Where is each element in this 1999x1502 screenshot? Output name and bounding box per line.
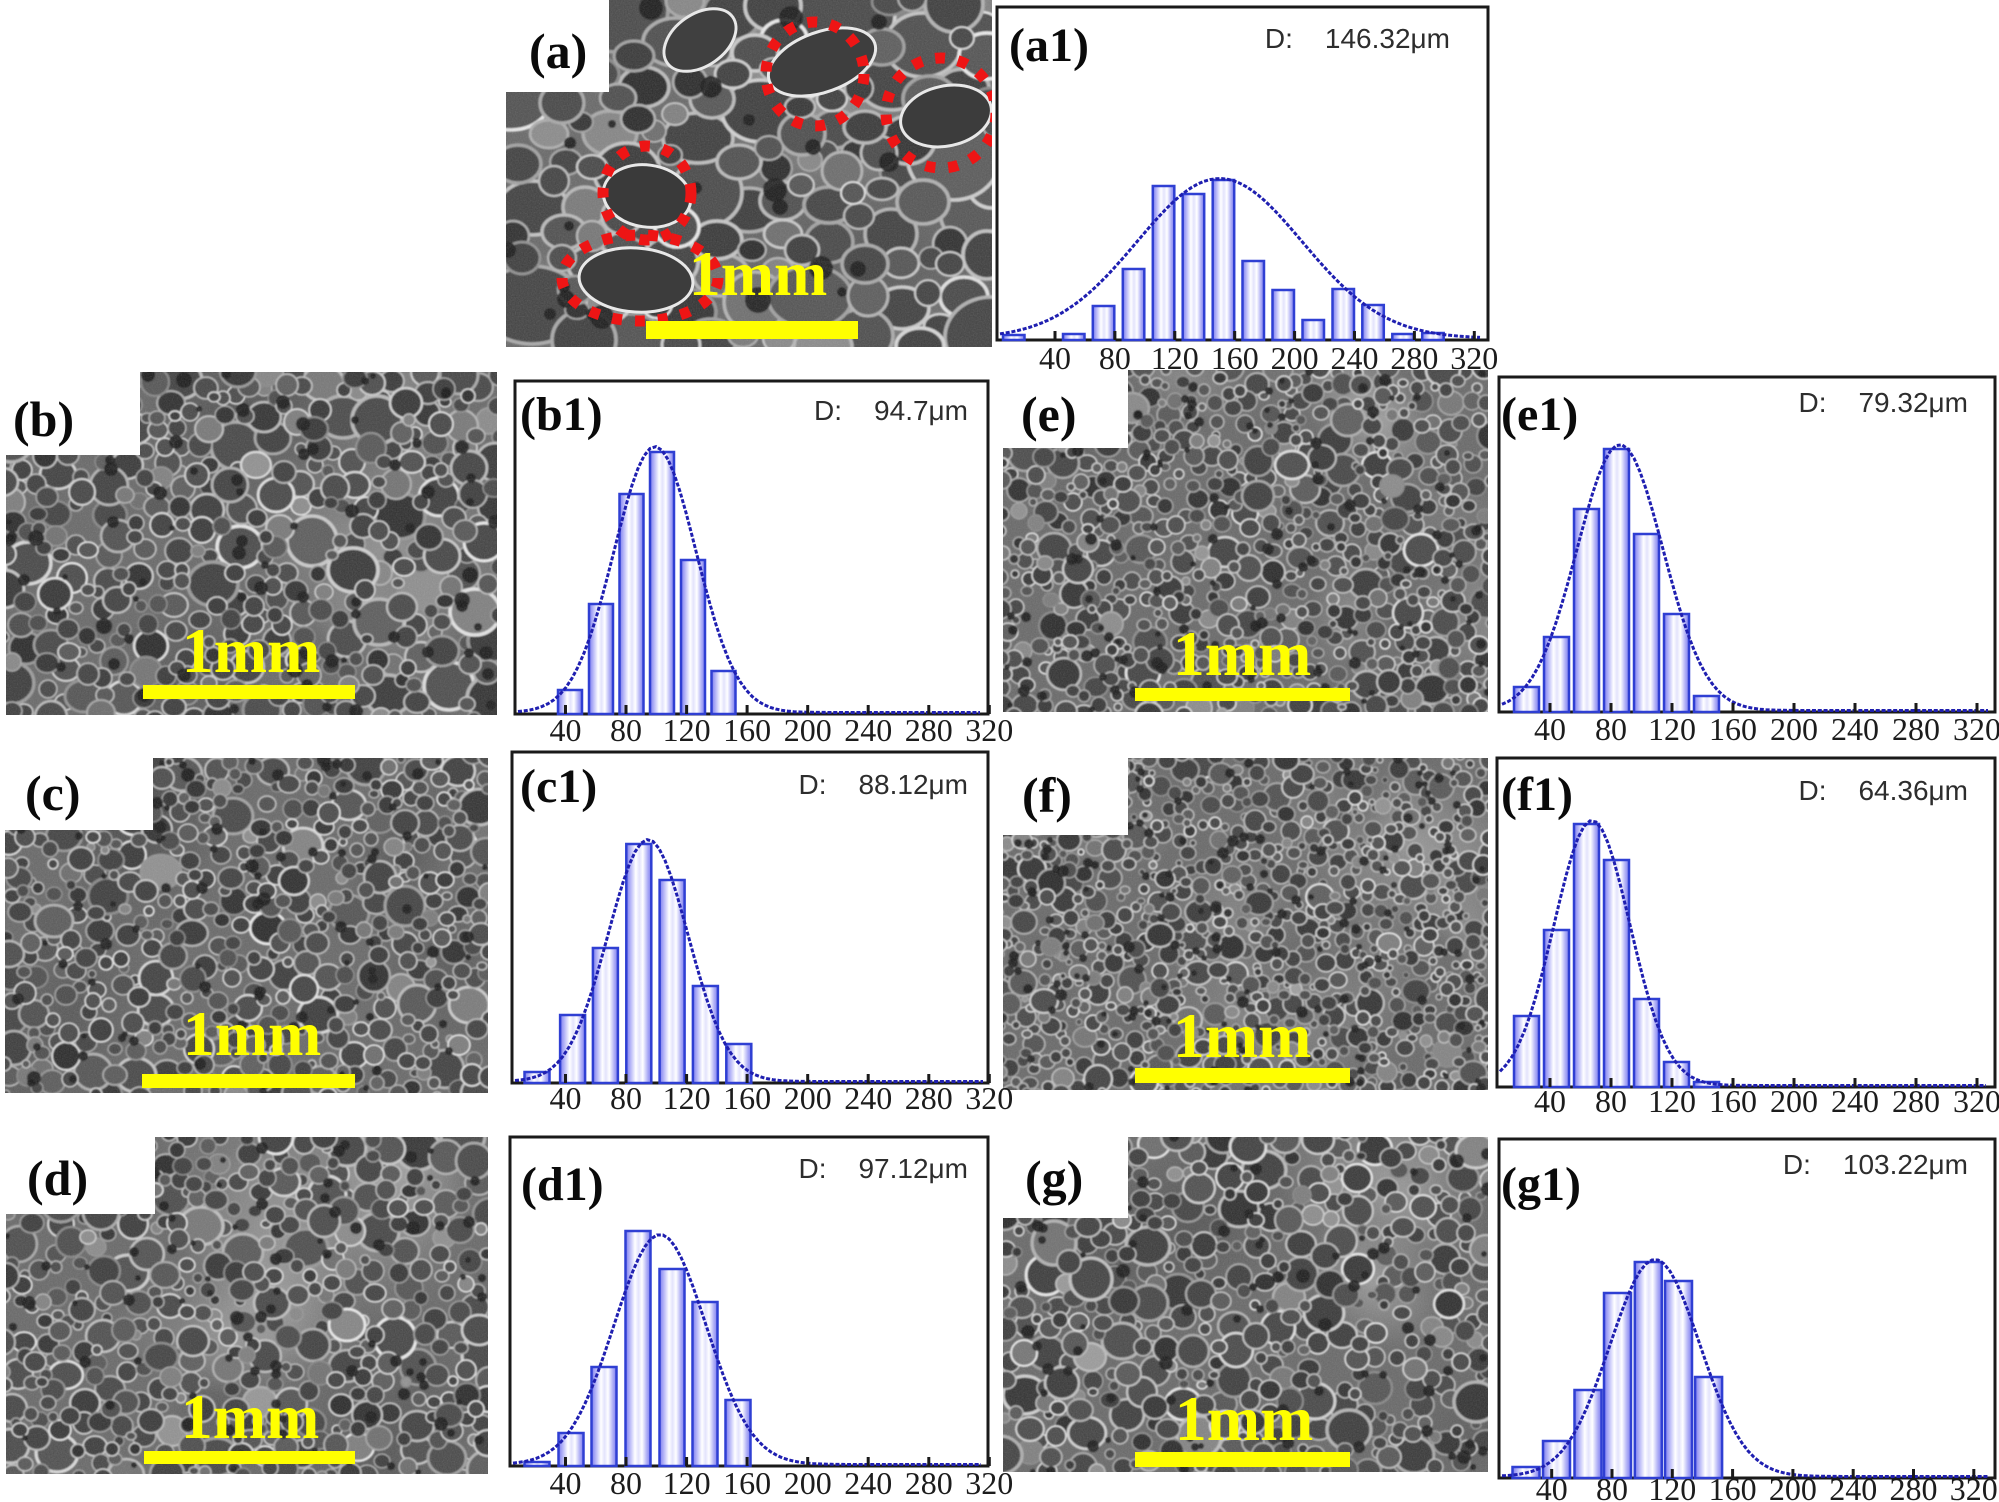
svg-text:80: 80 <box>1596 1471 1628 1502</box>
svg-text:(c): (c) <box>25 765 81 821</box>
svg-text:40: 40 <box>1534 711 1566 747</box>
svg-text:240: 240 <box>844 712 892 748</box>
svg-text:D:64.36μm: D: 64.36μm <box>1798 775 1968 806</box>
svg-text:1mm: 1mm <box>181 1381 320 1452</box>
svg-text:1mm: 1mm <box>1175 1383 1314 1454</box>
svg-text:40: 40 <box>1039 340 1071 376</box>
svg-text:120: 120 <box>663 1465 711 1501</box>
svg-text:200: 200 <box>784 712 832 748</box>
svg-text:320: 320 <box>1450 340 1498 376</box>
svg-text:(c1): (c1) <box>520 760 597 813</box>
svg-text:40: 40 <box>1536 1471 1568 1502</box>
svg-text:40: 40 <box>550 1465 582 1501</box>
svg-text:(e): (e) <box>1021 386 1077 442</box>
svg-text:(a): (a) <box>529 23 587 79</box>
svg-text:160: 160 <box>723 1080 771 1116</box>
svg-text:(e1): (e1) <box>1501 388 1578 441</box>
svg-text:200: 200 <box>784 1080 832 1116</box>
svg-text:200: 200 <box>1770 711 1818 747</box>
svg-text:D:97.12μm: D: 97.12μm <box>798 1153 968 1184</box>
svg-text:D:79.32μm: D: 79.32μm <box>1798 387 1968 418</box>
svg-text:160: 160 <box>1211 340 1259 376</box>
svg-text:120: 120 <box>1648 711 1696 747</box>
svg-text:1mm: 1mm <box>183 998 322 1069</box>
svg-text:320: 320 <box>965 1465 1013 1501</box>
svg-text:240: 240 <box>1831 1083 1879 1119</box>
svg-text:1mm: 1mm <box>1173 1000 1312 1071</box>
svg-text:D:103.22μm: D: 103.22μm <box>1783 1149 1968 1180</box>
svg-text:D:146.32μm: D: 146.32μm <box>1265 23 1450 54</box>
svg-text:280: 280 <box>905 712 953 748</box>
svg-text:280: 280 <box>905 1080 953 1116</box>
svg-text:200: 200 <box>1271 340 1319 376</box>
svg-text:(d1): (d1) <box>521 1158 604 1211</box>
svg-text:(f1): (f1) <box>1501 768 1573 821</box>
svg-text:320: 320 <box>1953 711 1999 747</box>
svg-text:280: 280 <box>1390 340 1438 376</box>
svg-text:40: 40 <box>1534 1083 1566 1119</box>
svg-text:1mm: 1mm <box>182 615 321 686</box>
svg-text:D:94.7μm: D: 94.7μm <box>814 395 968 426</box>
svg-text:(g): (g) <box>1025 1150 1083 1206</box>
svg-text:200: 200 <box>1770 1083 1818 1119</box>
svg-text:80: 80 <box>610 1080 642 1116</box>
svg-text:280: 280 <box>905 1465 953 1501</box>
svg-text:40: 40 <box>550 1080 582 1116</box>
svg-text:80: 80 <box>1595 1083 1627 1119</box>
svg-text:240: 240 <box>1331 340 1379 376</box>
svg-text:(b1): (b1) <box>520 388 603 441</box>
svg-text:(f): (f) <box>1022 767 1072 823</box>
svg-text:160: 160 <box>1709 1083 1757 1119</box>
svg-text:80: 80 <box>1595 711 1627 747</box>
svg-text:D:88.12μm: D: 88.12μm <box>798 769 968 800</box>
svg-text:(b): (b) <box>13 391 74 447</box>
svg-text:120: 120 <box>1151 340 1199 376</box>
svg-text:280: 280 <box>1890 1471 1938 1502</box>
svg-text:320: 320 <box>1953 1083 1999 1119</box>
svg-text:240: 240 <box>844 1465 892 1501</box>
svg-text:120: 120 <box>1648 1083 1696 1119</box>
svg-text:160: 160 <box>1709 1471 1757 1502</box>
svg-text:160: 160 <box>723 1465 771 1501</box>
svg-text:1mm: 1mm <box>1173 618 1312 689</box>
svg-text:200: 200 <box>1769 1471 1817 1502</box>
svg-text:200: 200 <box>784 1465 832 1501</box>
svg-text:160: 160 <box>1709 711 1757 747</box>
svg-text:320: 320 <box>965 1080 1013 1116</box>
svg-text:80: 80 <box>610 712 642 748</box>
svg-text:280: 280 <box>1892 711 1940 747</box>
svg-text:280: 280 <box>1892 1083 1940 1119</box>
svg-text:1mm: 1mm <box>689 238 828 309</box>
svg-text:320: 320 <box>1950 1471 1998 1502</box>
svg-text:240: 240 <box>1831 711 1879 747</box>
svg-text:120: 120 <box>1648 1471 1696 1502</box>
svg-text:40: 40 <box>550 712 582 748</box>
svg-text:80: 80 <box>610 1465 642 1501</box>
svg-text:240: 240 <box>844 1080 892 1116</box>
svg-text:240: 240 <box>1829 1471 1877 1502</box>
svg-text:160: 160 <box>723 712 771 748</box>
svg-text:(a1): (a1) <box>1009 19 1089 72</box>
svg-text:320: 320 <box>965 712 1013 748</box>
svg-text:(d): (d) <box>27 1150 88 1206</box>
svg-text:80: 80 <box>1099 340 1131 376</box>
svg-text:(g1): (g1) <box>1501 1158 1581 1211</box>
svg-text:120: 120 <box>663 712 711 748</box>
svg-text:120: 120 <box>663 1080 711 1116</box>
